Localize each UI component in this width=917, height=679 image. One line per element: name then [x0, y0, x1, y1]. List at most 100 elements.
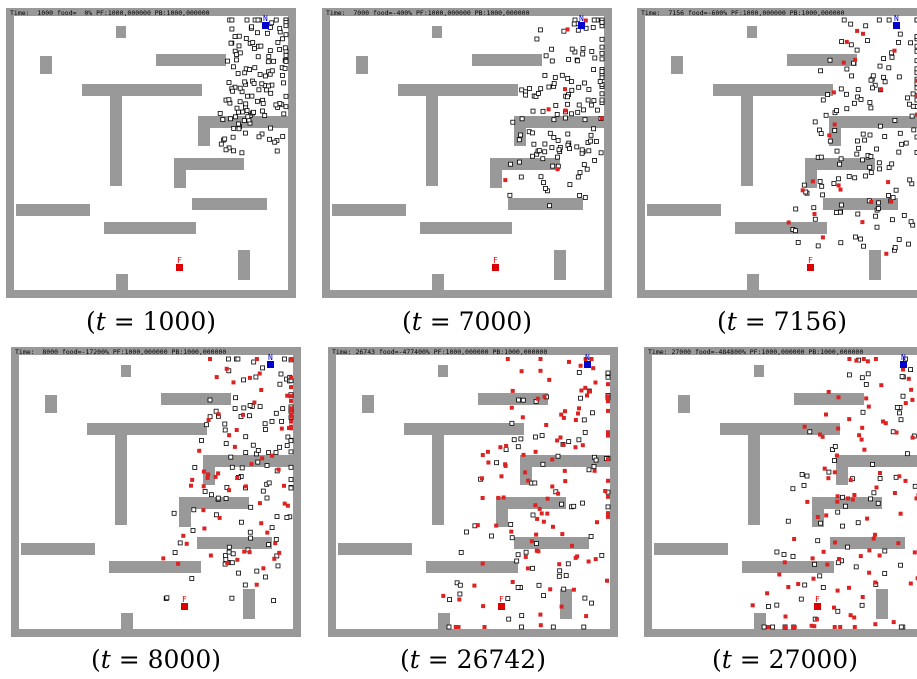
ant-searching	[835, 560, 841, 566]
food-source-marker	[176, 264, 183, 271]
ant-carrying-food	[214, 375, 219, 380]
ant-carrying-food	[535, 396, 540, 401]
ant-searching	[591, 126, 597, 132]
ant-searching	[447, 597, 452, 603]
ant-carrying-food	[536, 549, 541, 554]
ant-searching	[259, 108, 265, 114]
ant-carrying-food	[606, 408, 610, 413]
ant-searching	[807, 429, 813, 435]
ant-carrying-food	[591, 366, 596, 371]
nest-label: N	[268, 353, 273, 362]
ant-searching	[914, 85, 917, 91]
maze-wall	[109, 561, 201, 573]
ant-carrying-food	[289, 398, 293, 403]
ant-searching	[282, 45, 288, 51]
ant-carrying-food	[901, 367, 905, 372]
maze-wall	[747, 274, 759, 292]
ant-searching	[190, 528, 196, 533]
ant-searching	[568, 79, 574, 84]
maze-wall	[16, 204, 90, 216]
ant-searching	[266, 542, 272, 548]
ant-searching	[288, 485, 294, 491]
ant-searching	[909, 181, 915, 187]
ant-searching	[231, 126, 237, 131]
ant-carrying-food	[510, 388, 515, 393]
ant-searching	[843, 503, 848, 509]
caption-3: (t = 7156)	[716, 307, 848, 336]
ant-carrying-food	[542, 394, 547, 399]
ant-carrying-food	[265, 530, 270, 535]
ant-searching	[192, 465, 198, 470]
ant-carrying-food	[824, 412, 828, 417]
ant-searching	[267, 48, 273, 53]
ant-searching	[599, 75, 605, 81]
ant-searching	[871, 490, 877, 496]
ant-searching	[594, 107, 600, 113]
maze-wall	[490, 158, 502, 188]
ant-carrying-food	[457, 597, 462, 602]
ant-searching	[576, 369, 582, 375]
ant-carrying-food	[577, 406, 581, 411]
ant-searching	[540, 156, 546, 162]
ant-carrying-food	[888, 199, 893, 204]
ant-searching	[817, 178, 823, 184]
ant-searching	[265, 83, 271, 89]
maze-wall	[637, 290, 917, 298]
ant-searching	[859, 375, 865, 381]
ant-carrying-food	[567, 359, 571, 364]
ant-carrying-food	[606, 494, 610, 499]
ant-carrying-food	[576, 411, 580, 416]
ant-searching	[543, 185, 548, 191]
ant-searching	[894, 405, 900, 410]
maze-wall	[179, 497, 249, 509]
ant-searching	[278, 371, 284, 377]
ant-searching	[838, 86, 844, 92]
ant-searching	[576, 102, 582, 108]
ant-searching	[541, 180, 546, 186]
ant-searching	[213, 408, 219, 414]
maze-canvas: NF	[11, 347, 301, 637]
ant-carrying-food	[208, 553, 213, 558]
ant-carrying-food	[273, 541, 278, 546]
ant-searching	[870, 73, 876, 79]
maze-wall	[356, 56, 368, 74]
ant-carrying-food	[791, 625, 796, 629]
ant-searching	[906, 101, 912, 107]
ant-carrying-food	[915, 94, 917, 98]
ant-searching	[870, 462, 876, 467]
ant-carrying-food	[561, 415, 566, 420]
maze-wall	[87, 423, 207, 435]
maze-background	[11, 347, 301, 637]
ant-searching	[236, 121, 241, 127]
ant-searching	[812, 119, 818, 125]
ant-carrying-food	[529, 539, 534, 544]
ant-carrying-food	[860, 595, 865, 599]
ant-searching	[586, 148, 592, 154]
ant-carrying-food	[557, 562, 562, 567]
maze-wall	[110, 84, 122, 186]
ant-searching	[551, 81, 557, 86]
ant-carrying-food	[505, 357, 510, 361]
maze-wall	[671, 56, 683, 74]
nest-marker	[267, 361, 274, 368]
ant-searching	[577, 192, 583, 198]
ant-searching	[846, 372, 852, 378]
ant-carrying-food	[498, 445, 503, 450]
ant-searching	[599, 552, 605, 558]
ant-carrying-food	[563, 479, 568, 484]
ant-carrying-food	[520, 415, 525, 420]
ant-searching	[851, 100, 857, 106]
ant-searching	[191, 507, 197, 513]
ant-searching	[267, 136, 273, 142]
ant-carrying-food	[606, 511, 610, 516]
maze-wall	[121, 613, 133, 631]
ant-searching	[582, 430, 588, 435]
ant-carrying-food	[519, 369, 524, 374]
ant-searching	[273, 450, 279, 455]
maze-wall	[812, 497, 882, 509]
ant-searching	[567, 182, 573, 188]
ant-searching	[288, 477, 294, 482]
ant-carrying-food	[547, 377, 552, 382]
ant-searching	[802, 582, 808, 588]
ant-searching	[283, 93, 289, 99]
